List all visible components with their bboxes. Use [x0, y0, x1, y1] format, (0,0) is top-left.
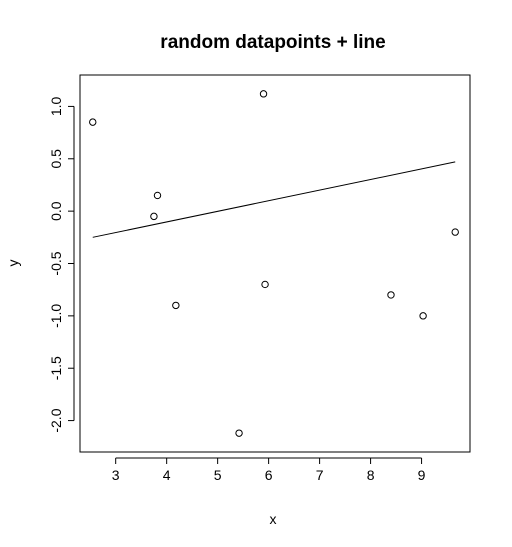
- chart-title: random datapoints + line: [160, 32, 385, 53]
- data-point: [261, 280, 269, 289]
- data-points-group: [89, 90, 459, 437]
- y-tick-label: -1.0: [48, 304, 64, 328]
- y-tick-label: 1.0: [48, 96, 64, 116]
- x-tick-label: 7: [316, 467, 324, 483]
- y-tick-label: 0.5: [48, 149, 64, 169]
- plot-frame: [79, 74, 471, 453]
- data-point: [172, 301, 180, 310]
- data-point: [235, 429, 243, 437]
- data-point: [150, 212, 158, 221]
- data-point: [153, 191, 162, 200]
- y-tick-label: -0.5: [48, 251, 64, 275]
- x-tick-label: 5: [214, 467, 222, 483]
- y-tick-label: -1.5: [48, 356, 64, 380]
- y-axis: -2.0 -1.5 -1.0 -0.5 0.0 0.5 1.0: [48, 96, 75, 433]
- regression-line: [92, 161, 456, 238]
- data-point: [451, 228, 459, 236]
- y-tick-label: 0.0: [48, 201, 64, 221]
- data-point: [387, 291, 395, 299]
- x-tick-label: 3: [112, 467, 120, 483]
- x-tick-label: 4: [163, 467, 171, 483]
- data-point: [259, 90, 268, 98]
- x-axis-label: x: [270, 511, 277, 527]
- regression-line-group: [92, 161, 456, 238]
- x-tick-label: 9: [418, 467, 426, 483]
- y-axis-label: y: [5, 260, 21, 267]
- y-tick-label: -2.0: [48, 408, 64, 432]
- data-point: [419, 312, 427, 320]
- data-point: [89, 118, 97, 126]
- x-tick-label: 8: [367, 467, 375, 483]
- x-axis: 3 4 5 6 7 8 9: [112, 457, 426, 483]
- x-tick-label: 6: [265, 467, 273, 483]
